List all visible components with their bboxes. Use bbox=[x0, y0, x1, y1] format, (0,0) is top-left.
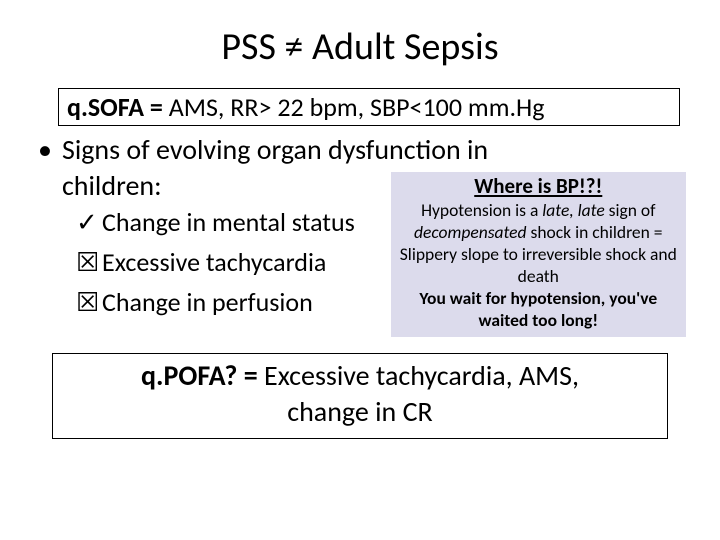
list-item: ☒Excessive tachycardia bbox=[76, 242, 387, 282]
callout-title: Where is BP!?! bbox=[397, 175, 680, 197]
qpofa-text-2: change in CR bbox=[287, 394, 432, 429]
callout-body: Hypotension is a late, late sign of deco… bbox=[397, 199, 680, 287]
sign-text: Change in mental status bbox=[102, 206, 355, 238]
list-item: ✓Change in mental status bbox=[76, 202, 387, 242]
signs-list: ✓Change in mental status ☒Excessive tach… bbox=[28, 202, 387, 337]
bullet-line-2: children: bbox=[62, 168, 162, 203]
slide-title: PSS ≠ Adult Sepsis bbox=[28, 24, 692, 70]
callout-text: Hypotension is a bbox=[421, 199, 542, 221]
callout-text: sign of bbox=[609, 199, 656, 221]
callout-text-em: late, late bbox=[542, 199, 608, 221]
bullet-dot-icon: • bbox=[38, 132, 52, 168]
bullet-line-1: Signs of evolving organ dysfunction in bbox=[62, 132, 488, 167]
mid-area: ✓Change in mental status ☒Excessive tach… bbox=[28, 202, 692, 337]
qsofa-criteria: AMS, RR> 22 bpm, SBP<100 mm.Hg bbox=[169, 91, 545, 123]
x-box-icon: ☒ bbox=[76, 242, 102, 282]
callout-box: Where is BP!?! Hypotension is a late, la… bbox=[391, 172, 686, 337]
sign-text: Change in perfusion bbox=[102, 286, 313, 318]
sign-text: Excessive tachycardia bbox=[102, 246, 326, 278]
qsofa-label: q.SOFA = bbox=[67, 91, 169, 123]
callout-text-em: decompensated bbox=[414, 221, 530, 243]
qsofa-box: q.SOFA = AMS, RR> 22 bpm, SBP<100 mm.Hg bbox=[58, 88, 680, 126]
check-icon: ✓ bbox=[76, 202, 102, 242]
qpofa-label: q.POFA? = bbox=[141, 358, 264, 393]
qpofa-box: q.POFA? = Excessive tachycardia, AMS, ch… bbox=[52, 353, 668, 439]
list-item: ☒Change in perfusion bbox=[76, 282, 387, 322]
callout-emphasis: You wait for hypotension, you've waited … bbox=[397, 287, 680, 331]
qpofa-text-1: Excessive tachycardia, AMS, bbox=[264, 358, 579, 393]
x-box-icon: ☒ bbox=[76, 282, 102, 322]
